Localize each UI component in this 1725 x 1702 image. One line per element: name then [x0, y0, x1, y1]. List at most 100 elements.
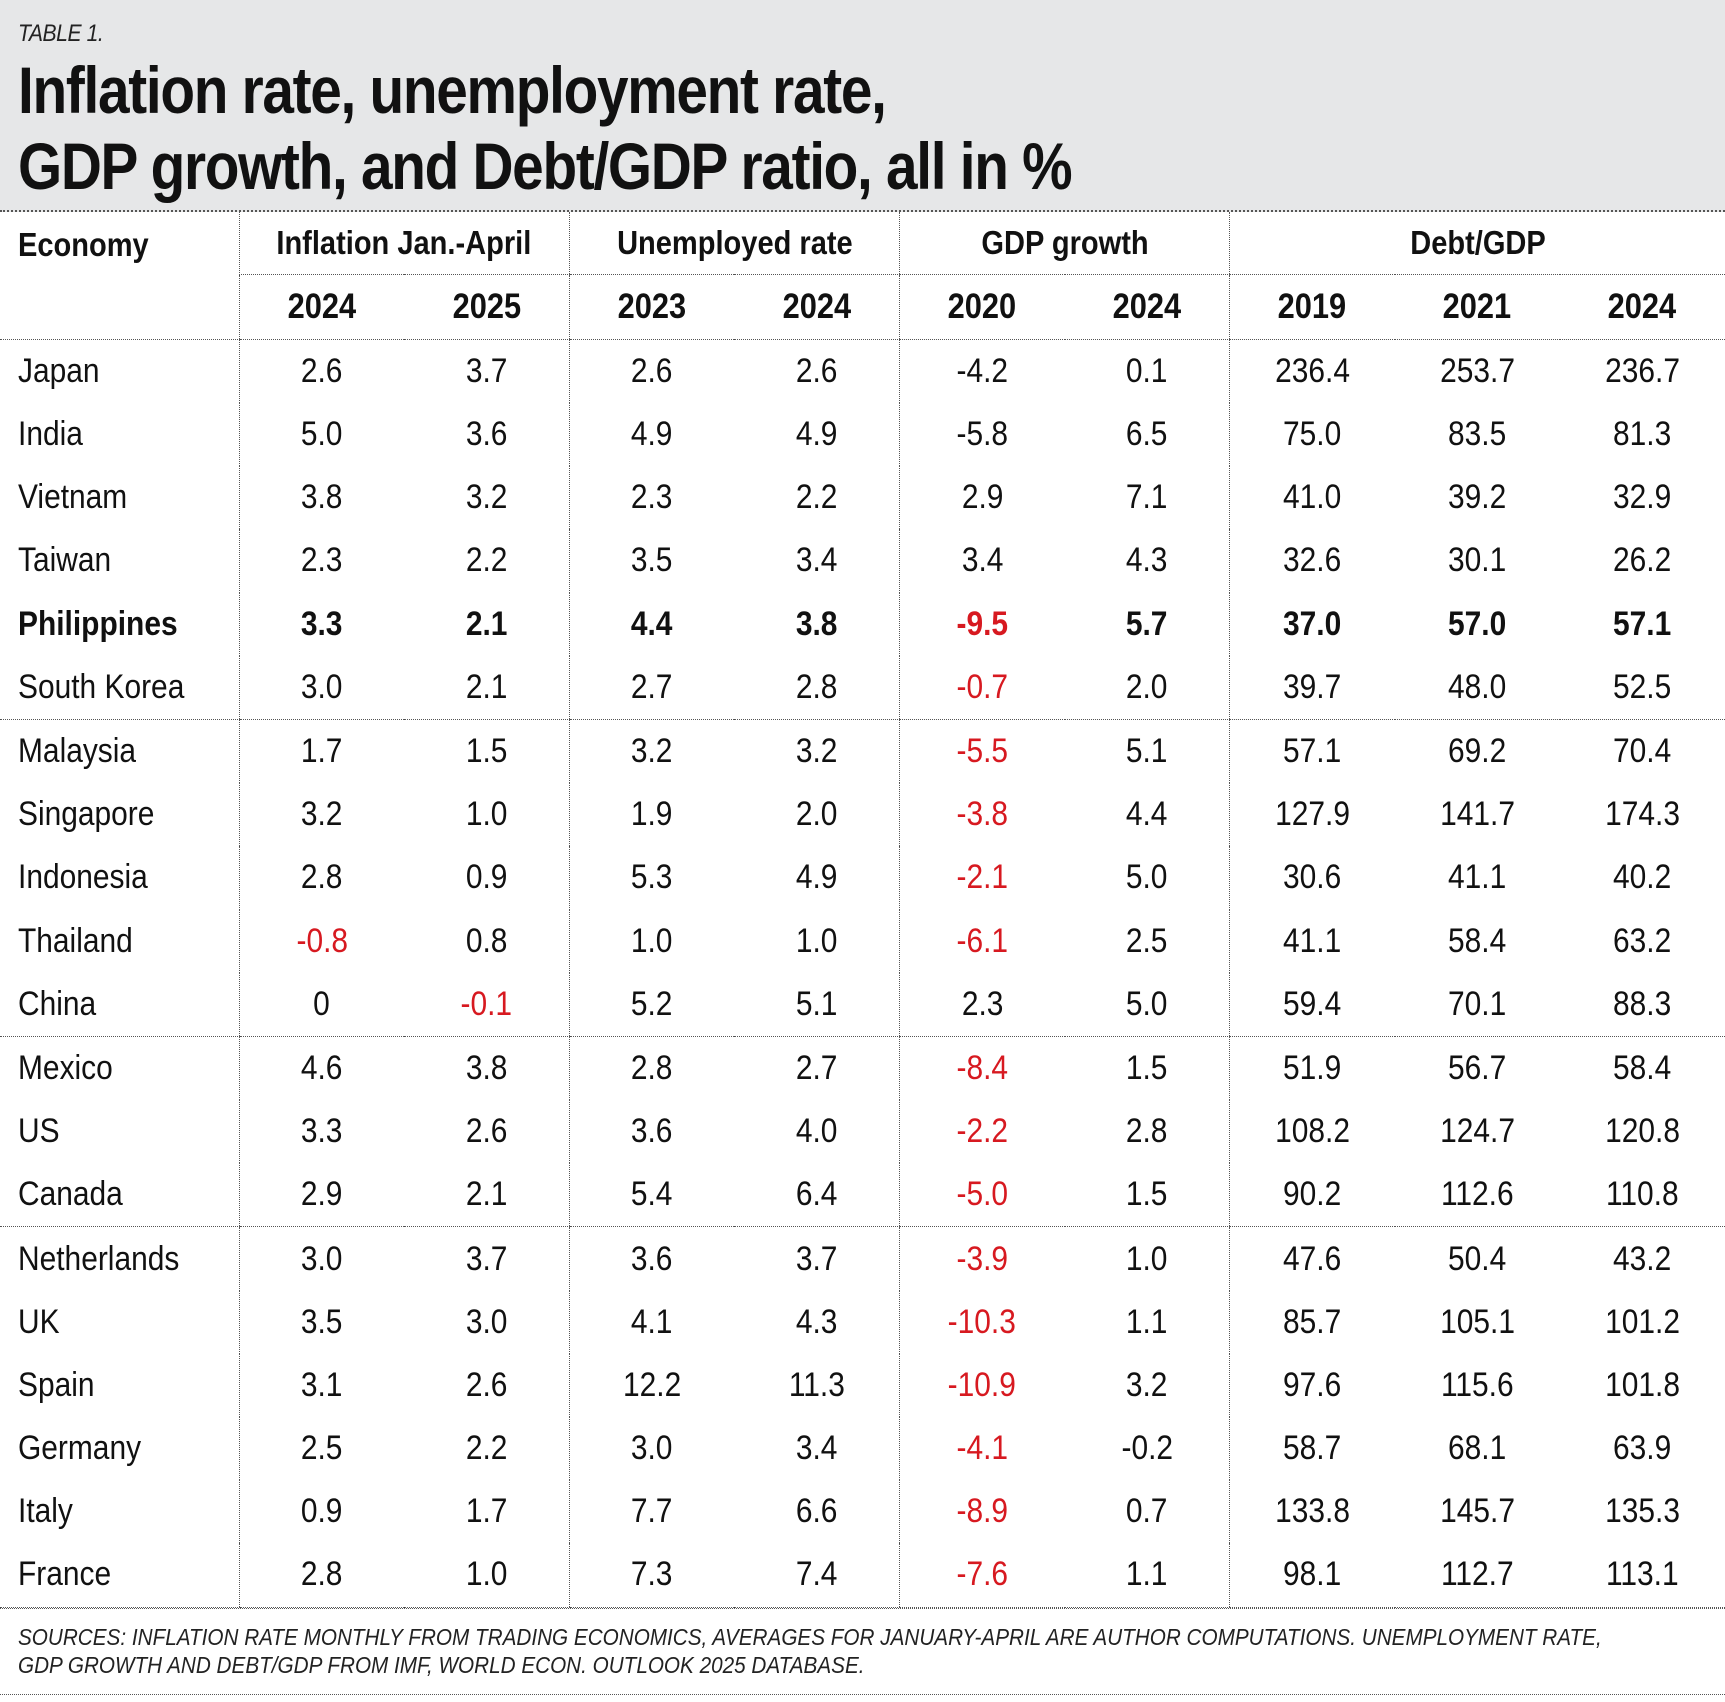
table-cell: 1.5	[1064, 1163, 1230, 1228]
table-cell: 5.3	[568, 846, 735, 910]
economy-name: Vietnam	[18, 478, 128, 517]
table-cell: 41.1	[1229, 909, 1395, 973]
table-cell: 105.1	[1439, 1302, 1515, 1341]
table-title: Inflation rate, unemployment rate, GDP g…	[18, 52, 1471, 204]
table-cell: 5.7	[1126, 604, 1168, 643]
table-cell: -0.7	[898, 655, 1065, 720]
table-cell: 3.8	[238, 466, 405, 530]
table-cell: 3.0	[465, 1302, 508, 1341]
table-cell: 97.6	[1229, 1353, 1395, 1417]
table-cell: 1.0	[465, 795, 508, 834]
table-cell: 2.9	[898, 466, 1065, 530]
table-cell: -4.1	[898, 1417, 1065, 1481]
table-cell: 2.6	[238, 339, 405, 403]
year-header: 2023	[568, 274, 735, 340]
year-header: 2024	[734, 274, 900, 340]
table-cell: -5.5	[898, 719, 1065, 784]
table-cell: 120.8	[1604, 1112, 1680, 1151]
table-cell: 39.2	[1448, 478, 1507, 517]
table-cell: 112.6	[1394, 1163, 1560, 1228]
table-cell: 0.9	[238, 1480, 405, 1544]
table-cell: 12.2	[568, 1353, 735, 1417]
table-cell: 2.2	[465, 541, 508, 580]
bottom-rule	[0, 1694, 1725, 1695]
table-cell: 2.1	[404, 1163, 570, 1228]
table-cell: -10.3	[898, 1290, 1065, 1354]
table-cell: 3.2	[465, 478, 508, 517]
table-cell: 1.0	[404, 1543, 570, 1608]
year-header: 2020	[898, 274, 1065, 340]
group-header-gdp-growth: GDP growth	[898, 212, 1230, 275]
table-cell: 70.4	[1613, 732, 1672, 771]
economy-name: Canada	[0, 1163, 240, 1228]
table-cell: 3.4	[898, 529, 1065, 593]
table-cell: 37.0	[1229, 592, 1395, 656]
table-cell: 141.7	[1439, 795, 1515, 834]
table-row: Taiwan 2.3 2.2 3.5 3.4 3.4 4.3 32.6 30.1 26.2	[0, 529, 1725, 593]
table-cell: 5.1	[734, 972, 900, 1037]
table-label: TABLE 1.	[18, 20, 104, 47]
year-header: 2024	[1559, 274, 1725, 340]
table-cell: 2.7	[568, 655, 735, 720]
table-cell: 41.1	[1448, 858, 1507, 897]
table-cell: 6.4	[734, 1163, 900, 1228]
table-cell: 3.7	[795, 1239, 838, 1278]
economy-name: UK	[18, 1302, 60, 1341]
table-cell: 5.4	[568, 1163, 735, 1228]
table-cell: 101.8	[1604, 1365, 1680, 1404]
group-header-unemployment: Unemployed rate	[568, 212, 900, 275]
economy-name: China	[0, 972, 240, 1037]
table-cell: 50.4	[1448, 1239, 1507, 1278]
economy-name: Mexico	[18, 1048, 113, 1087]
table-row: Mexico 4.6 3.8 2.8 2.7 -8.4 1.5 51.9 56.7 58.4	[0, 1036, 1725, 1101]
table-cell: 3.4	[795, 541, 838, 580]
table-cell: 4.9	[795, 415, 838, 454]
economy-name: Indonesia	[18, 858, 148, 897]
table-cell: 1.5	[1126, 1048, 1168, 1087]
table-cell: 7.7	[568, 1480, 735, 1544]
column-header-economy: Economy	[0, 212, 240, 340]
table-cell: 4.0	[795, 1112, 838, 1151]
economy-name: US	[18, 1112, 60, 1151]
table-row: South Korea 3.0 2.1 2.7 2.8 -0.7 2.0 39.7 48.0 52…	[0, 655, 1725, 720]
table-cell: 110.8	[1559, 1163, 1725, 1228]
table-cell: 4.3	[795, 1302, 838, 1341]
table-cell: -5.0	[898, 1163, 1065, 1228]
table-cell: 3.1	[238, 1353, 405, 1417]
table-cell: 174.3	[1604, 795, 1680, 834]
table-cell: 30.1	[1448, 541, 1507, 580]
sources-line-1: SOURCES: INFLATION RATE MONTHLY FROM TRA…	[18, 1624, 1602, 1650]
table-cell: 4.3	[1126, 541, 1168, 580]
table-cell: 2.6	[465, 1112, 508, 1151]
table-cell: 4.9	[795, 858, 838, 897]
table-cell: 6.5	[1126, 415, 1168, 454]
table-cell: 4.4	[1126, 795, 1168, 834]
year-header: 2019	[1229, 274, 1395, 340]
table-cell: 1.1	[1064, 1543, 1230, 1608]
table-cell: 4.4	[568, 592, 735, 656]
table-cell: 57.0	[1448, 604, 1507, 643]
table-cell: 2.6	[465, 1365, 508, 1404]
table-cell: 3.3	[238, 592, 405, 656]
table-cell: -0.2	[1121, 1429, 1173, 1468]
table-cell: 2.7	[795, 1048, 838, 1087]
table-cell: 2.3	[568, 466, 735, 530]
economy-name: Netherlands	[18, 1239, 180, 1278]
table-cell: 43.2	[1613, 1239, 1672, 1278]
table-cell: 0.1	[1126, 352, 1168, 390]
economy-name: Spain	[18, 1365, 95, 1404]
table-cell: 2.2	[795, 478, 838, 517]
title-line-2: GDP growth, and Debt/GDP ratio, all in %	[18, 129, 1073, 203]
table-cell: 58.7	[1229, 1417, 1395, 1481]
table-cell: 56.7	[1448, 1048, 1507, 1087]
table-cell: 112.7	[1394, 1543, 1560, 1608]
year-header: 2025	[404, 274, 570, 340]
table-cell: 5.2	[568, 972, 735, 1037]
table-cell: -9.5	[898, 592, 1065, 656]
economy-name: Germany	[18, 1429, 142, 1468]
table-cell: 3.2	[1126, 1365, 1168, 1404]
table-row: Japan 2.6 3.7 2.6 2.6 -4.2 0.1 236.4 253.7 236.7	[0, 339, 1725, 403]
table-cell: 3.0	[568, 1417, 735, 1481]
table-cell: 2.3	[898, 972, 1065, 1037]
table-cell: 40.2	[1613, 858, 1672, 897]
